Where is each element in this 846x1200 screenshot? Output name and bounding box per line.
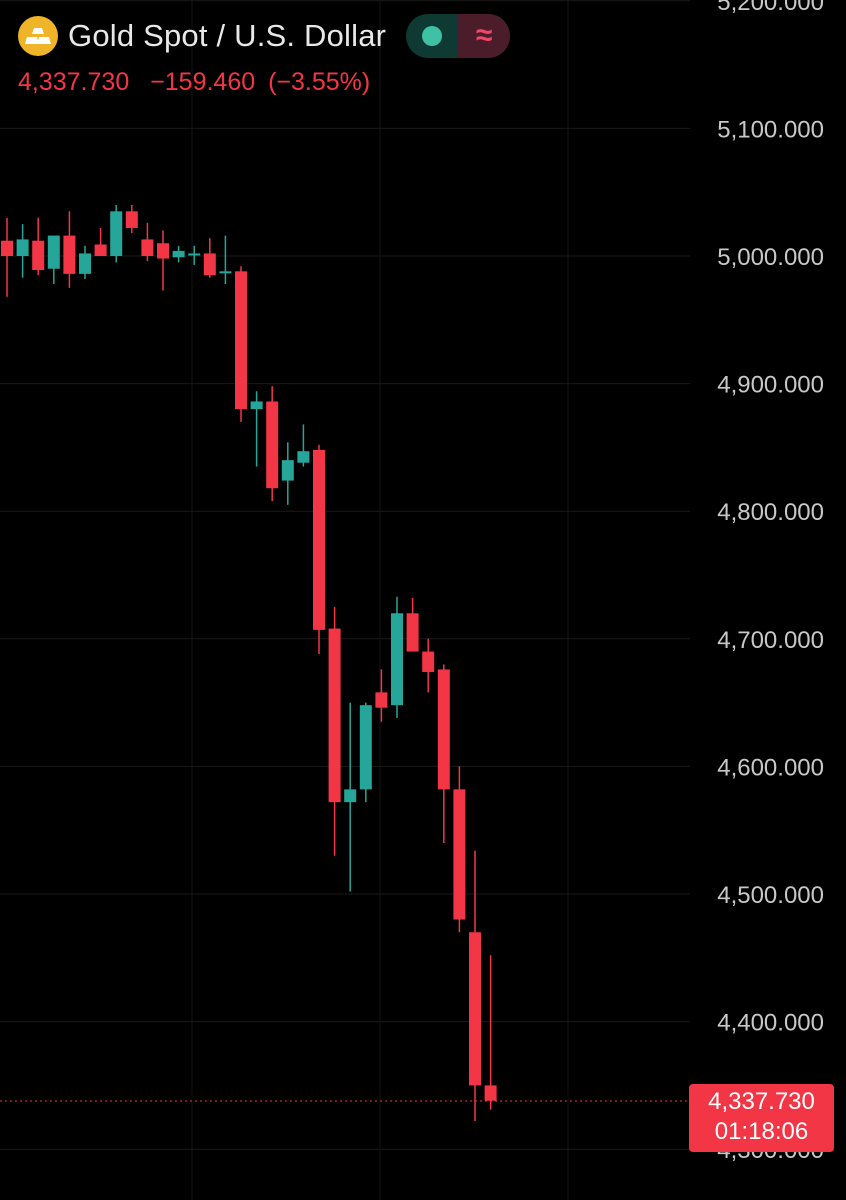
candle	[281, 442, 294, 505]
candle	[219, 235, 232, 285]
candle	[437, 664, 450, 843]
candle-body	[125, 211, 138, 228]
y-tick-label: 5,100.000	[717, 116, 824, 143]
candle-body	[110, 211, 123, 256]
candle-body	[313, 449, 325, 630]
grid	[0, 0, 690, 1200]
candle-body	[219, 271, 232, 274]
candle-body	[141, 239, 154, 256]
candle	[32, 217, 45, 276]
candle-body	[203, 253, 216, 276]
candle	[250, 391, 263, 467]
candle-body	[79, 253, 91, 274]
price-change: −159.460	[150, 68, 256, 96]
candle-body	[469, 932, 481, 1086]
candle	[94, 227, 107, 256]
candle-body	[375, 692, 388, 708]
y-tick-label: 5,000.000	[717, 244, 824, 271]
candle-body	[391, 613, 403, 706]
candle-body	[1, 240, 13, 256]
y-tick-label: 5,200.000	[717, 0, 824, 16]
market-open-dot-icon[interactable]	[406, 14, 458, 58]
candle	[79, 245, 91, 279]
candle	[297, 424, 310, 467]
candle	[47, 235, 60, 285]
candle	[359, 702, 372, 803]
y-tick-label: 4,900.000	[717, 372, 824, 399]
candle	[484, 955, 497, 1110]
candle	[125, 204, 138, 234]
candle-body	[484, 1085, 497, 1101]
y-tick-label: 4,500.000	[717, 882, 824, 909]
candle	[422, 638, 435, 693]
symbol-title: Gold Spot / U.S. Dollar	[68, 18, 387, 53]
candle	[469, 850, 481, 1122]
candle-body	[359, 705, 372, 790]
candle-body	[437, 669, 450, 790]
candle-body	[188, 253, 201, 256]
candle	[203, 238, 216, 278]
price-axis[interactable]: 5,200.000 5,100.000 5,000.000 4,900.000 4,80…	[717, 0, 824, 1164]
candle-body	[422, 651, 435, 672]
candle	[375, 669, 388, 722]
candle-body	[32, 240, 45, 271]
chart-header: Gold Spot / U.S. Dollar ≈	[18, 14, 511, 58]
candle	[63, 211, 76, 288]
last-price: 4,337.730	[18, 68, 130, 96]
market-status-toggle[interactable]: ≈	[406, 14, 511, 58]
last-price-tag: 4,337.730 01:18:06	[689, 1084, 834, 1152]
candle-body	[453, 789, 466, 920]
y-tick-label: 4,800.000	[717, 499, 824, 526]
candle-body	[344, 789, 357, 803]
price-tag-value: 4,337.730	[708, 1088, 815, 1115]
candle	[235, 266, 247, 422]
quote-line: 4,337.730 −159.460 (−3.55%)	[18, 68, 384, 97]
candle-body	[297, 451, 310, 463]
candle-body	[172, 250, 185, 258]
candle-body	[235, 271, 247, 410]
candle-body	[406, 613, 419, 652]
candle	[172, 245, 185, 263]
candle-body	[16, 239, 29, 256]
y-tick-label: 4,700.000	[717, 627, 824, 654]
candle	[453, 766, 466, 933]
candle	[391, 596, 403, 718]
candle-body	[328, 628, 341, 803]
candle	[1, 217, 13, 297]
candle	[141, 222, 154, 262]
candle-body	[63, 235, 76, 274]
candle-body	[250, 401, 263, 410]
candle	[110, 204, 123, 263]
candle	[266, 386, 279, 501]
candle-body	[47, 235, 60, 269]
candle	[328, 606, 341, 856]
candle-body	[157, 243, 169, 259]
candle	[157, 230, 169, 291]
approx-icon[interactable]: ≈	[458, 14, 511, 58]
candles	[1, 204, 497, 1122]
price-change-percent: (−3.55%)	[268, 68, 371, 96]
gold-bars-icon	[18, 16, 58, 56]
candle	[313, 444, 325, 655]
y-tick-label: 4,400.000	[717, 1010, 824, 1037]
candle-body	[281, 460, 294, 481]
candle-body	[266, 401, 279, 489]
y-tick-label: 4,600.000	[717, 754, 824, 781]
price-tag-countdown: 01:18:06	[714, 1118, 809, 1145]
candle	[16, 224, 29, 278]
candle-body	[94, 244, 107, 256]
candle	[406, 597, 419, 652]
candle	[188, 245, 201, 265]
candle	[344, 702, 357, 892]
